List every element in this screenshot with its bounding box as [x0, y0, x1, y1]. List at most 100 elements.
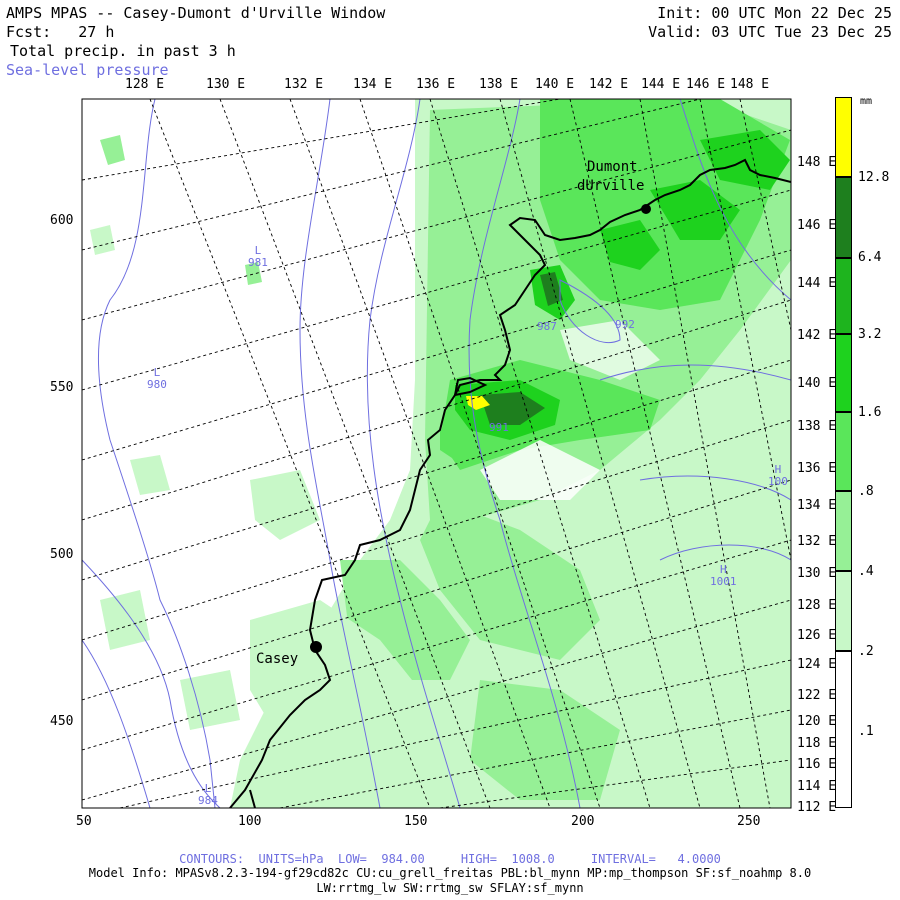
colorbar-unit: mm	[860, 96, 873, 107]
colorbar-level: .1	[858, 724, 874, 739]
right-lon-tick: 124 E	[797, 657, 837, 672]
graticule-line	[82, 479, 791, 701]
station-dumont-label-1: Dumont	[587, 159, 638, 175]
graticule-line	[82, 99, 701, 251]
colorbar-segment	[835, 651, 852, 808]
right-lon-tick: 120 E	[797, 714, 837, 729]
graticule-line	[439, 759, 791, 808]
map-title: AMPS MPAS -- Casey-Dumont d'Urville Wind…	[6, 4, 386, 22]
bottom-x-tick: 50	[76, 814, 92, 829]
left-y-tick: 550	[50, 380, 74, 395]
right-lon-tick: 128 E	[797, 598, 837, 613]
top-lon-tick: 148 E	[730, 77, 770, 92]
left-y-tick: 600	[50, 213, 74, 228]
graticule-line	[569, 99, 741, 808]
right-lon-tick: 116 E	[797, 757, 837, 772]
top-lon-tick: 138 E	[479, 77, 519, 92]
pressure-label: 987	[537, 320, 557, 333]
right-lon-tick: 142 E	[797, 328, 837, 343]
pressure-contours	[82, 99, 791, 808]
pressure-label: L 981	[248, 244, 268, 269]
colorbar-segment	[835, 177, 852, 258]
right-lon-tick: 112 E	[797, 800, 837, 815]
colorbar-segment	[835, 412, 852, 491]
graticule	[82, 99, 791, 808]
colorbar-level: 6.4	[858, 250, 882, 265]
colorbar-level: 1.6	[858, 405, 882, 420]
graticule-line	[149, 99, 431, 808]
valid-time: Valid: 03 UTC Tue 23 Dec 25	[648, 23, 892, 41]
pressure-label: L 980	[147, 366, 167, 391]
right-lon-tick: 134 E	[797, 498, 837, 513]
right-lon-tick: 136 E	[797, 461, 837, 476]
left-y-tick: 500	[50, 547, 74, 562]
colorbar-level: 3.2	[858, 327, 882, 342]
graticule-line	[82, 299, 791, 521]
top-lon-tick: 132 E	[284, 77, 324, 92]
physics-info: LW:rrtmg_lw SW:rrtmg_sw SFLAY:sf_mynn	[316, 881, 584, 895]
graticule-line	[359, 99, 601, 808]
right-lon-tick: 132 E	[797, 534, 837, 549]
top-lon-tick: 136 E	[416, 77, 456, 92]
top-lon-tick: 146 E	[686, 77, 726, 92]
coastline	[229, 158, 791, 808]
colorbar-segment	[835, 258, 852, 334]
graticule-line	[119, 659, 791, 808]
colorbar-segment	[835, 334, 852, 412]
top-lon-tick: 134 E	[353, 77, 393, 92]
right-lon-tick: 114 E	[797, 779, 837, 794]
pressure-label: H 100	[768, 463, 788, 488]
graticule-line	[82, 189, 791, 391]
right-lon-tick: 140 E	[797, 376, 837, 391]
colorbar-segment	[835, 491, 852, 571]
graticule-line	[82, 359, 791, 581]
top-lon-tick: 130 E	[206, 77, 246, 92]
right-lon-tick: 148 E	[797, 155, 837, 170]
right-lon-tick: 130 E	[797, 566, 837, 581]
forecast-hour: Fcst: 27 h	[6, 23, 115, 41]
graticule-line	[279, 709, 791, 808]
right-lon-tick: 146 E	[797, 218, 837, 233]
graticule-line	[82, 129, 791, 321]
plot-frame	[81, 98, 792, 809]
graticule-line	[429, 99, 651, 808]
bottom-x-tick: 100	[238, 814, 262, 829]
bottom-x-tick: 200	[571, 814, 595, 829]
colorbar-level: .2	[858, 644, 874, 659]
colorbar-segment	[835, 97, 852, 177]
contour-info: CONTOURS: UNITS=hPa LOW= 984.00 HIGH= 10…	[179, 852, 721, 866]
station-dumont-durville-marker	[641, 204, 651, 214]
graticule-line	[82, 99, 561, 181]
right-lon-tick: 144 E	[797, 276, 837, 291]
colorbar-level: .8	[858, 484, 874, 499]
pressure-label: 992	[615, 318, 635, 331]
pressure-label: H 1001	[710, 563, 737, 588]
overlay-name: Sea-level pressure	[6, 61, 169, 79]
init-time: Init: 00 UTC Mon 22 Dec 25	[657, 4, 892, 22]
bottom-x-tick: 250	[737, 814, 761, 829]
product-name: Total precip. in past 3 h	[10, 42, 236, 60]
right-lon-tick: 118 E	[797, 736, 837, 751]
right-lon-tick: 126 E	[797, 628, 837, 643]
top-lon-tick: 140 E	[535, 77, 575, 92]
graticule-line	[219, 99, 491, 808]
station-casey-label: Casey	[256, 651, 299, 667]
top-lon-tick: 128 E	[125, 77, 165, 92]
right-lon-tick: 122 E	[797, 688, 837, 703]
precip-field	[90, 99, 791, 808]
colorbar-level: 12.8	[858, 170, 890, 185]
pressure-label: L 984	[198, 782, 218, 807]
pressure-label: 991	[489, 421, 509, 434]
model-info: Model Info: MPASv8.2.3-194-gf29cd82c CU:…	[88, 866, 812, 880]
left-y-tick: 450	[50, 714, 74, 729]
top-lon-tick: 142 E	[589, 77, 629, 92]
graticule-line	[699, 99, 791, 561]
graticule-line	[499, 99, 701, 808]
bottom-x-tick: 150	[404, 814, 428, 829]
top-lon-tick: 144 E	[641, 77, 681, 92]
graticule-line	[82, 419, 791, 641]
colorbar-segment	[835, 571, 852, 651]
right-lon-tick: 138 E	[797, 419, 837, 434]
